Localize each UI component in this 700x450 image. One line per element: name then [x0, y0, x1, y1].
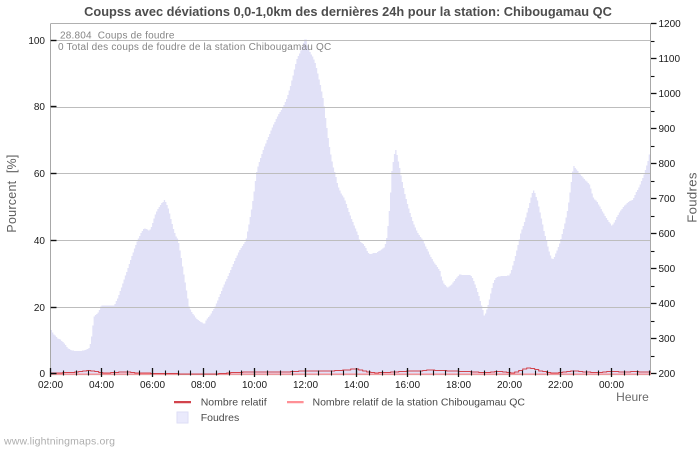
svg-text:14:00: 14:00: [344, 380, 369, 391]
svg-text:Heure: Heure: [616, 390, 649, 404]
svg-text:16:00: 16:00: [395, 380, 420, 391]
svg-text:700: 700: [659, 194, 676, 205]
svg-text:400: 400: [659, 299, 676, 310]
svg-text:0: 0: [39, 369, 45, 380]
svg-text:1100: 1100: [659, 54, 681, 65]
svg-text:08:00: 08:00: [191, 380, 216, 391]
svg-text:40: 40: [34, 236, 46, 247]
svg-text:Nombre relatif: Nombre relatif: [201, 396, 267, 408]
svg-text:18:00: 18:00: [446, 380, 471, 391]
svg-text:600: 600: [659, 229, 676, 240]
svg-text:60: 60: [34, 169, 46, 180]
svg-text:200: 200: [659, 369, 676, 380]
svg-text:04:00: 04:00: [89, 380, 114, 391]
svg-text:500: 500: [659, 264, 676, 275]
svg-text:10:00: 10:00: [242, 380, 267, 391]
svg-text:20: 20: [34, 303, 46, 314]
svg-text:28.804 Coups de foudre: 28.804 Coups de foudre: [60, 31, 175, 42]
svg-text:0 Total des coups de foudre de: 0 Total des coups de foudre de la statio…: [58, 42, 331, 53]
svg-text:Foudres: Foudres: [685, 172, 700, 223]
svg-text:1000: 1000: [659, 89, 682, 100]
svg-text:Coupss avec déviations 0,0-1,0: Coupss avec déviations 0,0-1,0km des der…: [84, 4, 612, 19]
svg-text:06:00: 06:00: [140, 380, 165, 391]
svg-text:Pourcent [%]: Pourcent [%]: [5, 154, 19, 232]
svg-text:800: 800: [659, 159, 676, 170]
svg-text:100: 100: [28, 36, 45, 47]
svg-text:80: 80: [34, 102, 46, 113]
svg-text:900: 900: [659, 124, 676, 135]
svg-text:20:00: 20:00: [497, 380, 522, 391]
svg-text:00:00: 00:00: [599, 380, 624, 391]
svg-text:1200: 1200: [659, 19, 682, 30]
svg-text:www.lightningmaps.org: www.lightningmaps.org: [3, 436, 115, 448]
svg-text:Nombre relatif de la station C: Nombre relatif de la station Chibougamau…: [313, 396, 526, 408]
svg-text:300: 300: [659, 334, 676, 345]
svg-text:02:00: 02:00: [38, 380, 63, 391]
svg-text:Foudres: Foudres: [201, 412, 240, 424]
svg-text:12:00: 12:00: [293, 380, 318, 391]
svg-text:22:00: 22:00: [548, 380, 573, 391]
